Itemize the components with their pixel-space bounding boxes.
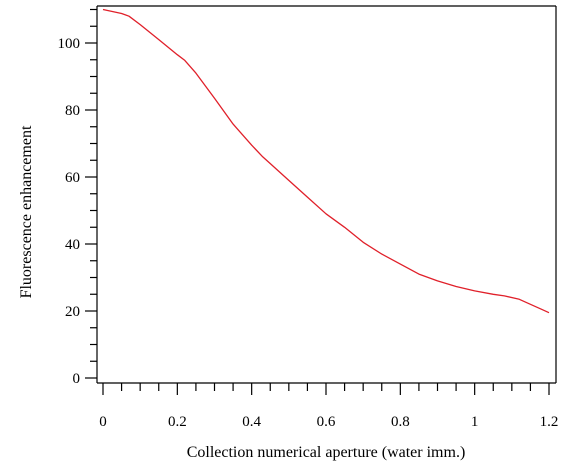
x-axis-label: Collection numerical aperture (water imm… <box>187 444 466 461</box>
y-tick-label: 80 <box>65 103 80 119</box>
x-tick-label: 0.2 <box>168 414 187 430</box>
y-axis-label: Fluorescence enhancement <box>18 125 35 298</box>
series-line <box>102 8 550 314</box>
series-layer <box>102 8 550 314</box>
y-tick-label: 20 <box>65 304 80 320</box>
axes <box>96 5 557 384</box>
x-tick-label: 0.8 <box>391 414 410 430</box>
y-tick-label: 0 <box>73 371 81 387</box>
tick-labels: 0 0.2 0.4 0.6 0.8 1 1.2 0 20 40 60 80 100 <box>58 36 559 430</box>
ticks <box>85 8 550 395</box>
x-tick-label: 0.6 <box>317 414 336 430</box>
x-tick-label: 1 <box>471 414 479 430</box>
x-tick-label: 1.2 <box>540 414 559 430</box>
y-tick-label: 100 <box>58 36 81 52</box>
x-tick-label: 0.4 <box>242 414 261 430</box>
x-tick-label: 0 <box>99 414 107 430</box>
y-tick-label: 60 <box>65 170 80 186</box>
y-tick-label: 40 <box>65 237 80 253</box>
